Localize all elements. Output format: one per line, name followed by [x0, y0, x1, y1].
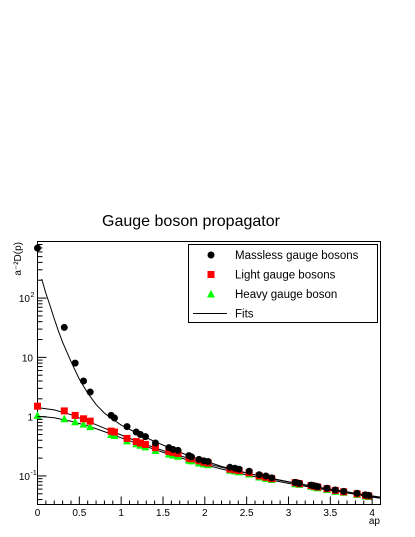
- circle-point: [151, 439, 159, 447]
- legend-box: [188, 244, 378, 323]
- x-tick-label: 1: [118, 508, 124, 519]
- circle-point: [262, 472, 270, 480]
- triangle-point: [79, 420, 88, 428]
- circle-point: [123, 423, 131, 431]
- y-axis-label: a⁻²D(p): [13, 242, 24, 276]
- legend-label: Massless gauge bosons: [235, 250, 359, 262]
- data-points: [33, 244, 373, 501]
- square-point: [60, 407, 68, 415]
- y-tick-label: 10: [19, 294, 31, 305]
- circle-point: [331, 486, 339, 494]
- triangle-point: [86, 422, 95, 431]
- circle-point: [245, 467, 253, 475]
- x-tick-label: 2: [202, 508, 208, 519]
- square-point: [165, 447, 173, 455]
- x-tick-label: 2.5: [240, 508, 254, 519]
- x-tick-label: 0: [35, 508, 41, 519]
- x-tick-label: 4: [369, 508, 375, 519]
- legend-entry: Massless gauge bosons: [207, 250, 359, 262]
- square-point: [34, 402, 41, 410]
- x-axis-label: ap: [369, 516, 381, 527]
- circle-point: [60, 323, 68, 331]
- circle-point: [365, 491, 373, 499]
- circle-point: [340, 487, 348, 495]
- x-tick-label: 0.5: [72, 508, 86, 519]
- circle-point: [80, 377, 88, 385]
- legend: Massless gauge bosons Light gauge bosons H…: [188, 244, 378, 323]
- series-circle: [34, 244, 373, 499]
- square-point: [141, 440, 149, 448]
- circle-point: [71, 359, 79, 367]
- y-tick-label: 10: [22, 353, 34, 364]
- square-point: [123, 434, 131, 442]
- y-tick-label: 1: [27, 413, 33, 424]
- x-tick-label: 3.5: [323, 508, 337, 519]
- legend-triangle-swatch: [207, 290, 215, 298]
- square-point: [136, 439, 144, 447]
- circle-point: [323, 484, 331, 492]
- circle-point: [353, 489, 361, 497]
- legend-label: Heavy gauge boson: [235, 289, 337, 301]
- plot-frame: [37, 241, 381, 505]
- circle-point: [314, 483, 322, 491]
- square-point: [110, 428, 118, 436]
- legend-label: Light gauge bosons: [235, 270, 336, 282]
- circle-point: [187, 453, 195, 461]
- legend-entry: Heavy gauge boson: [207, 289, 337, 301]
- square-point: [151, 444, 159, 452]
- x-tick-label: 1.5: [156, 508, 170, 519]
- square-point: [71, 411, 79, 419]
- legend-square-swatch: [207, 271, 215, 278]
- circle-point: [141, 433, 149, 441]
- circle-point: [235, 465, 243, 473]
- x-axis: 0 0.5 1 1.5 2 2.5 3 3.5 4: [35, 496, 381, 519]
- legend-entry: Light gauge bosons: [207, 270, 336, 282]
- circle-point: [255, 471, 263, 479]
- circle-point: [204, 458, 212, 466]
- circle-point: [295, 479, 303, 487]
- y-tick-exponent: 2: [31, 292, 35, 299]
- legend-label: Fits: [235, 309, 254, 321]
- circle-point: [268, 474, 276, 482]
- circle-point: [174, 446, 182, 454]
- y-tick-label: 10: [19, 472, 31, 483]
- square-point: [86, 417, 94, 425]
- square-point: [80, 415, 88, 423]
- x-tick-label: 3: [286, 508, 292, 519]
- square-point: [132, 438, 140, 446]
- legend-entry: Fits: [193, 309, 254, 321]
- legend-circle-swatch: [207, 251, 215, 259]
- y-tick-exponent: -1: [31, 470, 37, 477]
- triangle-point: [60, 414, 69, 423]
- chart-title: Gauge boson propagator: [102, 213, 281, 230]
- circle-point: [110, 414, 118, 422]
- triangle-point: [71, 417, 80, 426]
- circle-point: [86, 388, 94, 396]
